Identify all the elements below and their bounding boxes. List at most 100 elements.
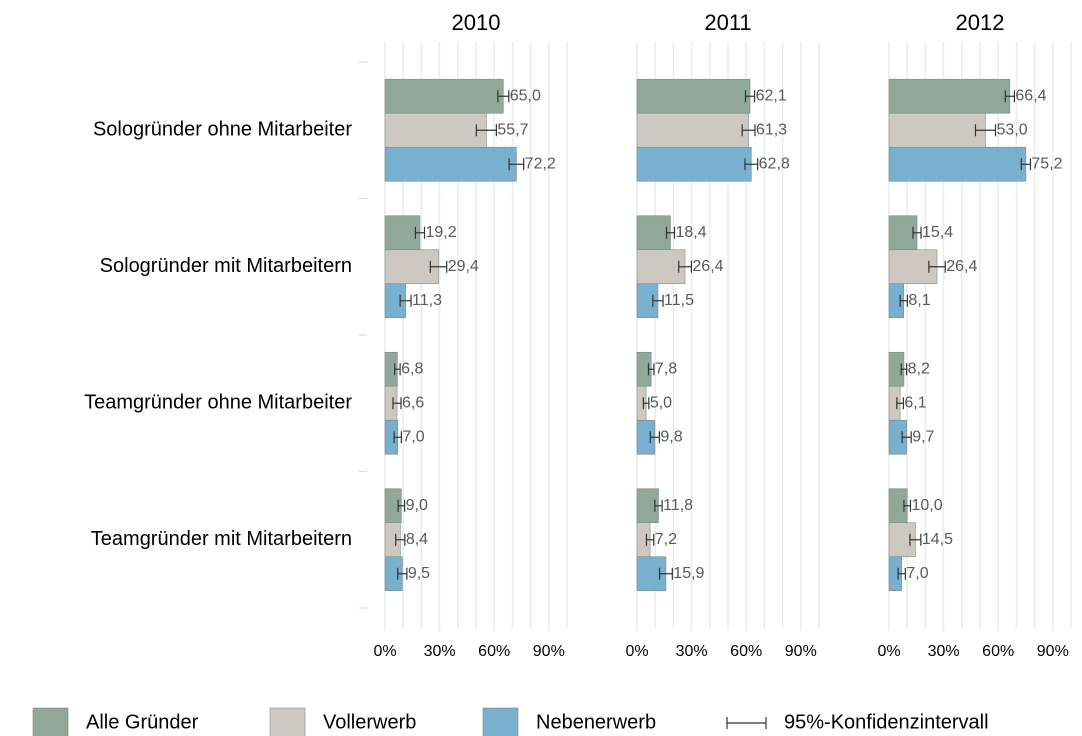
error-bar [394,363,401,376]
value-label: 7,8 [655,360,677,377]
value-label: 15,9 [673,565,704,582]
error-bar [900,363,908,376]
error-bar [897,567,906,580]
value-label: 61,3 [756,121,787,138]
value-label: 19,2 [425,224,456,241]
value-label: 8,4 [406,531,428,548]
value-label: 18,4 [675,224,706,241]
value-label: 5,0 [650,394,672,411]
value-label: 9,5 [408,565,430,582]
error-bar [909,533,922,546]
category-label: Sologründer ohne Mitarbeiter [93,119,352,141]
error-bar [497,90,510,103]
value-label: 66,4 [1015,87,1046,104]
value-label: 55,7 [497,121,528,138]
value-label: 7,0 [906,565,928,582]
legend-swatch [269,707,306,736]
error-bar [901,431,912,444]
bar [384,249,439,285]
error-bar [393,431,402,444]
category-label: Teamgründer ohne Mitarbeiter [84,392,352,414]
series [888,146,1032,592]
value-label: 62,1 [756,87,787,104]
bar [384,146,517,182]
series [888,78,1015,524]
error-bar [974,124,997,137]
x-tick-label: 30% [928,643,960,660]
bar [384,78,504,114]
value-label: 11,5 [664,292,694,309]
bar [636,146,752,182]
value-label: 62,8 [759,155,790,172]
error-bar [397,499,406,512]
value-label: 9,7 [912,428,934,445]
error-bar [658,567,673,580]
error-bar [899,294,908,307]
value-label: 11,8 [663,497,693,514]
error-bar [912,226,922,239]
error-bar [645,533,655,546]
bar [888,146,1027,182]
x-tick-label: 60% [478,643,510,660]
error-bar [896,397,904,410]
bar [636,112,749,148]
bar [384,112,487,148]
series [636,78,756,524]
value-label: 72,2 [525,155,556,172]
value-label: 8,1 [908,292,930,309]
error-bar [508,158,525,171]
legend-label: Vollerwerb [323,711,416,733]
bar [636,215,671,251]
error-bar [649,431,660,444]
x-tick-label: 30% [424,643,456,660]
bar [888,78,1011,114]
error-bar [647,363,655,376]
error-bar [903,499,912,512]
bar [636,249,686,285]
x-tick-label: 30% [676,643,708,660]
x-tick-label: 0% [373,643,396,660]
error-bar [741,124,756,137]
value-label: 11,3 [412,292,442,309]
bar [636,78,751,114]
value-label: 75,2 [1031,155,1062,172]
value-label: 8,2 [908,360,930,377]
error-bar [429,260,448,273]
value-label: 6,8 [401,360,423,377]
bar [888,215,918,251]
error-bar [654,499,663,512]
legend-label: Nebenerwerb [536,711,656,733]
value-label: 26,4 [946,258,977,275]
x-tick-label: 90% [533,643,565,660]
x-tick-label: 0% [625,643,648,660]
value-label: 10,0 [911,497,942,514]
error-bar [399,294,412,307]
bar [888,112,986,148]
value-label: 6,6 [402,394,424,411]
error-bar [744,158,759,171]
x-tick-label: 90% [1037,643,1069,660]
value-label: 9,8 [660,428,682,445]
value-label: 65,0 [510,87,541,104]
series [888,112,997,558]
value-label: 15,4 [922,224,953,241]
series [636,112,756,558]
error-bar [395,533,406,546]
value-label: 53,0 [996,121,1027,138]
legend-swatch [32,707,69,736]
legend-swatch [482,707,519,736]
series [384,78,510,524]
bar [384,215,421,251]
panel-title: 2011 [704,10,751,35]
series [636,146,759,592]
category-label: Teamgründer mit Mitarbeitern [91,528,352,550]
legend-label: 95%-Konfidenzintervall [784,711,989,733]
category-label: Sologründer mit Mitarbeitern [100,255,352,277]
error-bar [1020,158,1032,171]
x-tick-label: 60% [982,643,1014,660]
error-bar [475,124,497,137]
value-label: 9,0 [406,497,428,514]
error-bar [665,226,676,239]
